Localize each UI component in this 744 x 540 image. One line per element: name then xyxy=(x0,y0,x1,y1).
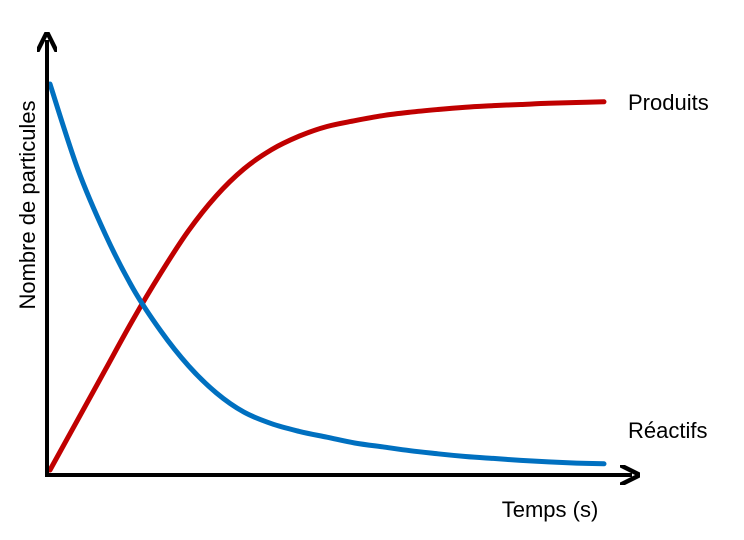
x-axis-title: Temps (s) xyxy=(502,497,599,522)
y-axis-title: Nombre de particules xyxy=(15,100,40,309)
series-line-reactifs xyxy=(47,81,607,467)
series-layer xyxy=(47,81,607,473)
series-label-reactifs: Réactifs xyxy=(628,418,707,443)
series-label-produits: Produits xyxy=(628,90,709,115)
